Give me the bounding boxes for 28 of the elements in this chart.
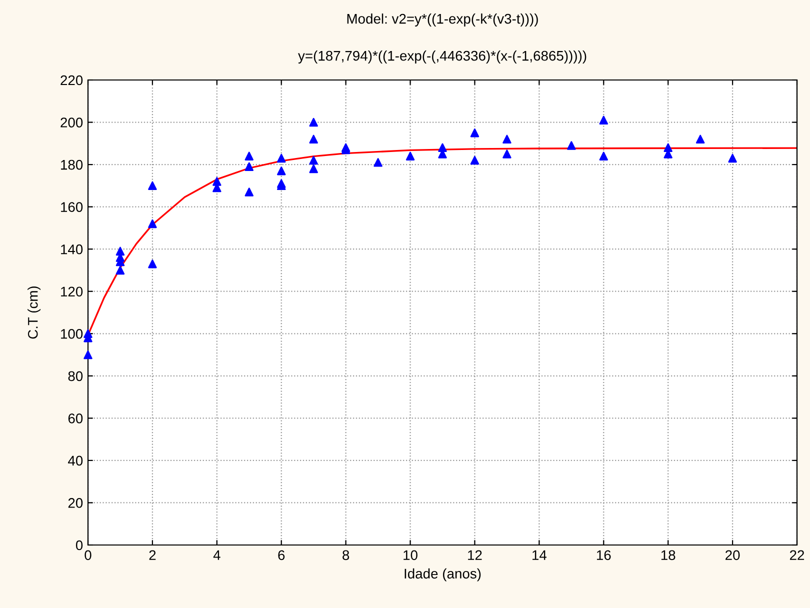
- x-axis-title: Idade (anos): [404, 568, 481, 582]
- y-tick-label: 0: [76, 540, 83, 550]
- y-tick-label: 160: [61, 202, 83, 212]
- x-tick-label: 20: [726, 550, 740, 560]
- x-tick-label: 18: [661, 550, 676, 560]
- y-tick-label: 80: [68, 371, 83, 382]
- x-tick-label: 4: [213, 550, 220, 560]
- y-tick-label: 100: [61, 328, 83, 339]
- y-tick-label: 40: [68, 456, 83, 466]
- x-tick-label: 2: [149, 550, 156, 560]
- y-tick-label: 60: [68, 414, 83, 424]
- y-tick-label: 140: [61, 244, 83, 254]
- x-tick-label: 16: [596, 550, 611, 560]
- y-tick-label: 200: [60, 118, 83, 128]
- x-tick-label: 14: [532, 550, 546, 560]
- chart-title: Model: v2=y*((1-exp(-k*(v3-t)))): [347, 14, 538, 26]
- x-tick-label: 0: [84, 550, 92, 560]
- x-tick-label: 10: [404, 550, 418, 560]
- x-tick-label: 12: [468, 550, 482, 560]
- y-tick-label: 180: [61, 160, 83, 170]
- x-tick-label: 8: [342, 550, 350, 560]
- y-axis-title: C.T (cm): [28, 286, 41, 339]
- y-tick-label: 20: [68, 498, 83, 508]
- y-tick-label: 120: [61, 286, 83, 297]
- y-tick-label: 220: [60, 75, 83, 86]
- x-tick-label: 6: [278, 550, 285, 560]
- chart-subtitle: y=(187,794)*((1-exp(-(,446336)*(x-(-1,6865))))): [298, 50, 586, 64]
- x-tick-label: 22: [790, 550, 804, 560]
